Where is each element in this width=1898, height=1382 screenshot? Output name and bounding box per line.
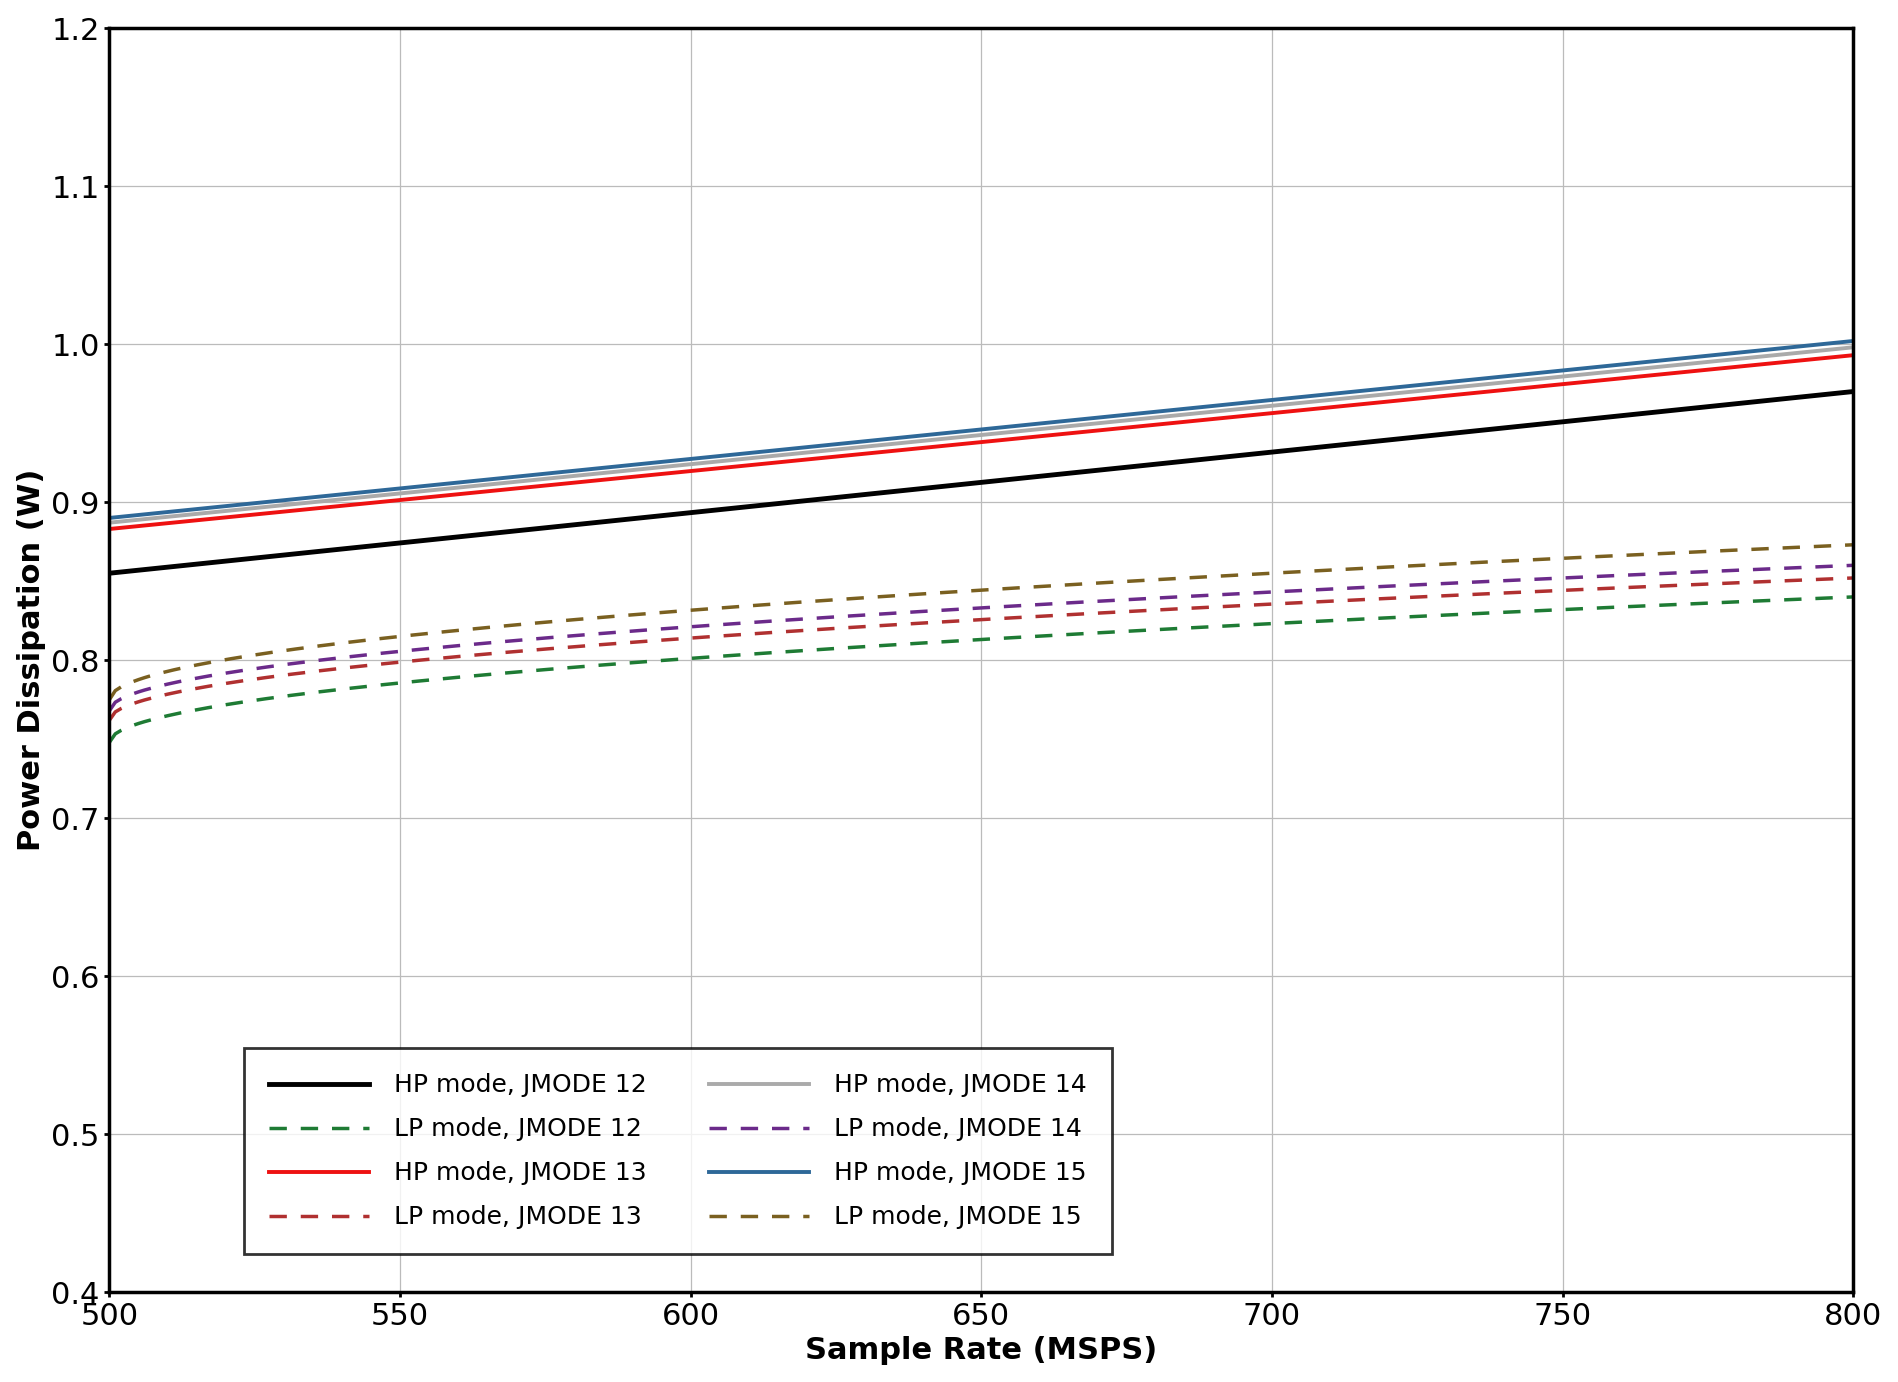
Line: HP mode, JMODE 14: HP mode, JMODE 14 [110,347,1852,522]
LP mode, JMODE 14 [104,694,127,710]
LP mode, JMODE 14 [1841,557,1864,574]
HP mode, JMODE 15 [1135,405,1158,422]
HP mode, JMODE 14 [1135,410,1158,427]
HP mode, JMODE 13 [1129,417,1152,434]
LP mode, JMODE 15 [1135,572,1158,589]
LP mode, JMODE 15 [99,691,121,708]
Line: HP mode, JMODE 15: HP mode, JMODE 15 [110,341,1852,518]
HP mode, JMODE 14 [1678,355,1701,372]
LP mode, JMODE 15 [1841,536,1864,553]
HP mode, JMODE 14 [99,514,121,531]
HP mode, JMODE 13 [1135,417,1158,434]
HP mode, JMODE 14 [1841,339,1864,355]
HP mode, JMODE 14 [104,514,127,531]
LP mode, JMODE 12 [104,726,127,742]
LP mode, JMODE 12 [99,734,121,750]
LP mode, JMODE 12 [1129,622,1152,638]
HP mode, JMODE 12 [1678,401,1701,417]
LP mode, JMODE 13 [1165,601,1188,618]
HP mode, JMODE 12 [1165,453,1188,470]
LP mode, JMODE 14 [1129,590,1152,607]
HP mode, JMODE 12 [1841,383,1864,399]
LP mode, JMODE 14 [1678,564,1701,580]
LP mode, JMODE 13 [1129,603,1152,619]
LP mode, JMODE 12 [1135,622,1158,638]
HP mode, JMODE 15 [1841,333,1864,350]
Line: LP mode, JMODE 15: LP mode, JMODE 15 [110,545,1852,699]
HP mode, JMODE 14 [1129,410,1152,427]
LP mode, JMODE 15 [1129,572,1152,589]
HP mode, JMODE 15 [1129,405,1152,422]
Line: LP mode, JMODE 12: LP mode, JMODE 12 [110,597,1852,742]
HP mode, JMODE 14 [1568,366,1591,383]
HP mode, JMODE 12 [104,564,127,580]
LP mode, JMODE 13 [99,712,121,728]
HP mode, JMODE 15 [104,509,127,525]
Line: HP mode, JMODE 12: HP mode, JMODE 12 [110,391,1852,574]
LP mode, JMODE 13 [1678,576,1701,593]
HP mode, JMODE 15 [1165,401,1188,417]
HP mode, JMODE 15 [99,510,121,527]
HP mode, JMODE 13 [1841,347,1864,363]
LP mode, JMODE 15 [1568,549,1591,565]
LP mode, JMODE 15 [104,683,127,699]
LP mode, JMODE 14 [1165,589,1188,605]
HP mode, JMODE 15 [1678,350,1701,366]
LP mode, JMODE 13 [1841,569,1864,586]
LP mode, JMODE 14 [1568,569,1591,586]
HP mode, JMODE 13 [99,521,121,538]
LP mode, JMODE 12 [1165,621,1188,637]
HP mode, JMODE 12 [1129,457,1152,474]
HP mode, JMODE 12 [99,565,121,582]
Y-axis label: Power Dissipation (W): Power Dissipation (W) [17,468,46,851]
LP mode, JMODE 13 [104,703,127,720]
LP mode, JMODE 12 [1841,589,1864,605]
HP mode, JMODE 13 [1165,415,1188,431]
LP mode, JMODE 14 [99,702,121,719]
Legend: HP mode, JMODE 12, LP mode, JMODE 12, HP mode, JMODE 13, LP mode, JMODE 13, HP m: HP mode, JMODE 12, LP mode, JMODE 12, HP… [243,1049,1112,1255]
LP mode, JMODE 13 [1135,603,1158,619]
LP mode, JMODE 12 [1568,601,1591,618]
LP mode, JMODE 13 [1568,582,1591,598]
LP mode, JMODE 14 [1135,590,1158,607]
LP mode, JMODE 15 [1678,545,1701,561]
HP mode, JMODE 15 [1568,361,1591,377]
X-axis label: Sample Rate (MSPS): Sample Rate (MSPS) [805,1336,1158,1365]
LP mode, JMODE 15 [1165,571,1188,587]
HP mode, JMODE 12 [1135,457,1158,474]
HP mode, JMODE 14 [1165,408,1188,424]
HP mode, JMODE 13 [1568,375,1591,391]
Line: LP mode, JMODE 14: LP mode, JMODE 14 [110,565,1852,710]
Line: HP mode, JMODE 13: HP mode, JMODE 13 [110,355,1852,529]
LP mode, JMODE 12 [1678,596,1701,612]
Line: LP mode, JMODE 13: LP mode, JMODE 13 [110,578,1852,720]
HP mode, JMODE 13 [1678,363,1701,380]
HP mode, JMODE 12 [1568,412,1591,428]
HP mode, JMODE 13 [104,520,127,536]
